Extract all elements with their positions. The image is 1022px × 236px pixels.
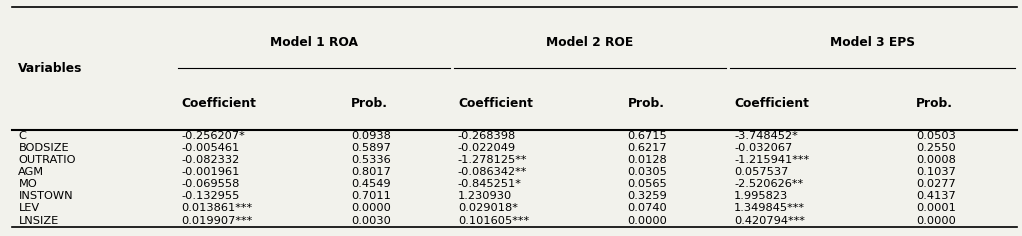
Text: C: C <box>18 131 27 141</box>
Text: 0.057537: 0.057537 <box>734 167 789 177</box>
Text: 0.0277: 0.0277 <box>917 179 956 189</box>
Text: 0.0740: 0.0740 <box>628 203 667 213</box>
Text: -0.001961: -0.001961 <box>182 167 240 177</box>
Text: Prob.: Prob. <box>352 97 388 110</box>
Text: AGM: AGM <box>18 167 45 177</box>
Text: -0.069558: -0.069558 <box>182 179 240 189</box>
Text: 0.0000: 0.0000 <box>917 215 957 226</box>
Text: LNSIZE: LNSIZE <box>18 215 58 226</box>
Text: -0.022049: -0.022049 <box>458 143 516 153</box>
Text: 0.101605***: 0.101605*** <box>458 215 529 226</box>
Text: 0.029018*: 0.029018* <box>458 203 518 213</box>
Text: 0.0128: 0.0128 <box>628 155 667 165</box>
Text: Coefficient: Coefficient <box>182 97 257 110</box>
Text: -0.005461: -0.005461 <box>182 143 240 153</box>
Text: -0.082332: -0.082332 <box>182 155 240 165</box>
Text: 0.7011: 0.7011 <box>352 191 391 201</box>
Text: 0.0008: 0.0008 <box>917 155 957 165</box>
Text: 0.6715: 0.6715 <box>628 131 667 141</box>
Text: -2.520626**: -2.520626** <box>734 179 803 189</box>
Text: -0.268398: -0.268398 <box>458 131 516 141</box>
Text: -0.132955: -0.132955 <box>182 191 240 201</box>
Text: Model 1 ROA: Model 1 ROA <box>270 36 358 49</box>
Text: Model 3 EPS: Model 3 EPS <box>830 36 915 49</box>
Text: 0.0305: 0.0305 <box>628 167 667 177</box>
Text: -0.256207*: -0.256207* <box>182 131 245 141</box>
Text: 0.0000: 0.0000 <box>628 215 667 226</box>
Text: -1.278125**: -1.278125** <box>458 155 527 165</box>
Text: 0.5336: 0.5336 <box>352 155 391 165</box>
Text: -0.845251*: -0.845251* <box>458 179 522 189</box>
Text: LEV: LEV <box>18 203 40 213</box>
Text: -3.748452*: -3.748452* <box>734 131 798 141</box>
Text: 0.0938: 0.0938 <box>352 131 391 141</box>
Text: 0.420794***: 0.420794*** <box>734 215 805 226</box>
Text: 0.4137: 0.4137 <box>917 191 956 201</box>
Text: 1.349845***: 1.349845*** <box>734 203 805 213</box>
Text: 0.0503: 0.0503 <box>917 131 957 141</box>
Text: 0.6217: 0.6217 <box>628 143 667 153</box>
Text: 0.2550: 0.2550 <box>917 143 956 153</box>
Text: 0.1037: 0.1037 <box>917 167 957 177</box>
Text: -0.032067: -0.032067 <box>734 143 792 153</box>
Text: Coefficient: Coefficient <box>734 97 809 110</box>
Text: 0.0001: 0.0001 <box>917 203 957 213</box>
Text: Model 2 ROE: Model 2 ROE <box>547 36 634 49</box>
Text: 0.013861***: 0.013861*** <box>182 203 252 213</box>
Text: 0.5897: 0.5897 <box>352 143 391 153</box>
Text: Coefficient: Coefficient <box>458 97 532 110</box>
Text: 0.0030: 0.0030 <box>352 215 391 226</box>
Text: Prob.: Prob. <box>917 97 954 110</box>
Text: INSTOWN: INSTOWN <box>18 191 73 201</box>
Text: 1.230930: 1.230930 <box>458 191 512 201</box>
Text: 1.995823: 1.995823 <box>734 191 788 201</box>
Text: 0.0565: 0.0565 <box>628 179 667 189</box>
Text: -0.086342**: -0.086342** <box>458 167 527 177</box>
Text: 0.3259: 0.3259 <box>628 191 667 201</box>
Text: MO: MO <box>18 179 37 189</box>
Text: OUTRATIO: OUTRATIO <box>18 155 76 165</box>
Text: 0.8017: 0.8017 <box>352 167 391 177</box>
Text: BODSIZE: BODSIZE <box>18 143 69 153</box>
Text: -1.215941***: -1.215941*** <box>734 155 809 165</box>
Text: Prob.: Prob. <box>628 97 664 110</box>
Text: 0.0000: 0.0000 <box>352 203 391 213</box>
Text: 0.4549: 0.4549 <box>352 179 390 189</box>
Text: 0.019907***: 0.019907*** <box>182 215 252 226</box>
Text: Variables: Variables <box>18 62 83 75</box>
